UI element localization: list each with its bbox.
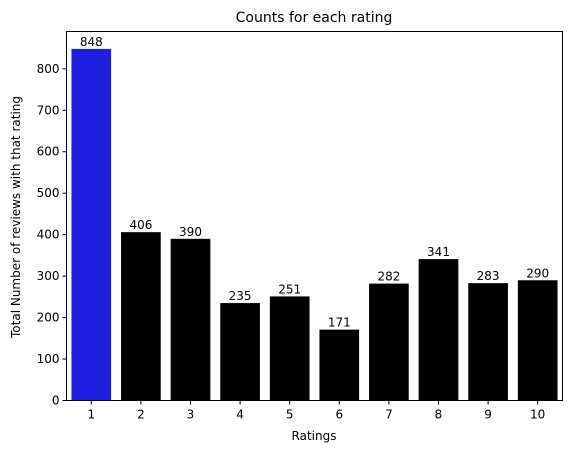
y-tick-label-0: 0 bbox=[52, 394, 60, 408]
y-tick-label-300: 300 bbox=[37, 269, 60, 283]
y-tick-label-600: 600 bbox=[37, 145, 60, 159]
data-label-rating-1: 848 bbox=[80, 35, 103, 49]
y-tick-label-400: 400 bbox=[37, 228, 60, 242]
bar-rating-4 bbox=[220, 303, 260, 401]
bar-rating-9 bbox=[468, 283, 508, 401]
bar-rating-1 bbox=[71, 48, 112, 401]
x-tick-label-9: 9 bbox=[484, 408, 492, 422]
plot-frame bbox=[66, 31, 563, 401]
x-axis-label: Ratings bbox=[292, 429, 337, 443]
data-label-rating-9: 283 bbox=[477, 269, 500, 283]
data-label-rating-4: 235 bbox=[229, 289, 252, 303]
y-tick-label-500: 500 bbox=[37, 186, 60, 200]
y-tick-label-800: 800 bbox=[37, 62, 60, 76]
x-axis-ticks: 1 2 3 4 5 6 7 8 9 10 bbox=[87, 400, 545, 422]
bar-rating-5 bbox=[269, 296, 310, 401]
x-tick-label-6: 6 bbox=[335, 408, 343, 422]
data-label-rating-7: 282 bbox=[377, 270, 400, 284]
x-tick-label-4: 4 bbox=[236, 408, 244, 422]
data-label-rating-2: 406 bbox=[129, 218, 152, 232]
bar-rating-2 bbox=[121, 232, 161, 401]
x-tick-label-8: 8 bbox=[435, 408, 443, 422]
bar-rating-8 bbox=[418, 259, 459, 401]
bar-rating-10 bbox=[517, 280, 558, 401]
y-tick-label-100: 100 bbox=[37, 352, 60, 366]
data-label-rating-3: 390 bbox=[179, 225, 202, 239]
x-tick-label-5: 5 bbox=[286, 408, 294, 422]
chart-title: Counts for each rating bbox=[236, 10, 393, 26]
y-tick-label-700: 700 bbox=[37, 103, 60, 117]
x-tick-label-10: 10 bbox=[530, 408, 545, 422]
bar-rating-3 bbox=[170, 238, 211, 401]
bars-group bbox=[71, 48, 558, 401]
x-tick-label-2: 2 bbox=[137, 408, 145, 422]
data-label-rating-10: 290 bbox=[526, 266, 549, 280]
data-labels-group: 848 406 390 235 251 171 282 341 283 290 bbox=[80, 35, 549, 330]
data-label-rating-8: 341 bbox=[427, 245, 450, 259]
x-tick-label-7: 7 bbox=[385, 408, 393, 422]
data-label-rating-5: 251 bbox=[278, 282, 301, 296]
y-axis-label: Total Number of reviews with that rating bbox=[9, 96, 23, 339]
bar-rating-7 bbox=[369, 283, 409, 401]
x-tick-label-1: 1 bbox=[87, 408, 95, 422]
y-tick-label-200: 200 bbox=[37, 311, 60, 325]
data-label-rating-6: 171 bbox=[328, 316, 351, 330]
bar-rating-6 bbox=[319, 329, 360, 401]
y-axis-ticks: 0 100 200 300 400 500 600 700 800 bbox=[37, 62, 67, 408]
x-tick-label-3: 3 bbox=[187, 408, 195, 422]
